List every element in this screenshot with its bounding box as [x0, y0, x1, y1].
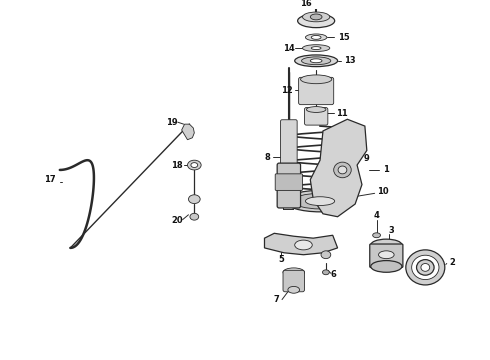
Text: 6: 6 [331, 270, 337, 279]
Ellipse shape [305, 197, 335, 206]
Ellipse shape [310, 59, 322, 63]
FancyBboxPatch shape [304, 108, 328, 125]
Ellipse shape [338, 166, 347, 174]
Text: 2: 2 [450, 258, 456, 267]
Text: 9: 9 [364, 154, 370, 163]
Ellipse shape [416, 260, 434, 275]
FancyBboxPatch shape [298, 77, 334, 105]
Text: 14: 14 [283, 44, 294, 53]
Ellipse shape [285, 190, 355, 212]
Text: 13: 13 [344, 56, 356, 65]
Text: 8: 8 [265, 153, 270, 162]
Ellipse shape [294, 55, 338, 67]
Ellipse shape [334, 162, 351, 178]
Polygon shape [265, 233, 338, 255]
Ellipse shape [305, 34, 327, 41]
FancyBboxPatch shape [281, 120, 297, 171]
Text: 11: 11 [336, 109, 347, 118]
Ellipse shape [379, 251, 394, 258]
Text: 10: 10 [377, 187, 388, 196]
Ellipse shape [371, 261, 402, 272]
Text: 12: 12 [281, 86, 293, 95]
Ellipse shape [421, 264, 430, 271]
FancyBboxPatch shape [277, 163, 300, 208]
Text: 5: 5 [278, 255, 284, 264]
Ellipse shape [310, 14, 322, 20]
Ellipse shape [371, 239, 402, 251]
Text: 4: 4 [374, 211, 380, 220]
Ellipse shape [373, 233, 380, 238]
FancyBboxPatch shape [275, 174, 302, 190]
FancyBboxPatch shape [370, 244, 403, 267]
Ellipse shape [301, 57, 331, 65]
Text: 15: 15 [338, 33, 349, 42]
Ellipse shape [283, 268, 304, 277]
Ellipse shape [302, 12, 330, 22]
Ellipse shape [306, 107, 326, 112]
Polygon shape [182, 124, 195, 140]
Ellipse shape [300, 75, 332, 84]
Ellipse shape [189, 195, 200, 203]
Text: 7: 7 [273, 295, 279, 304]
Ellipse shape [321, 251, 331, 258]
Text: 20: 20 [171, 216, 183, 225]
Ellipse shape [297, 14, 335, 28]
Text: 16: 16 [300, 0, 312, 8]
FancyBboxPatch shape [283, 270, 304, 292]
Ellipse shape [188, 160, 201, 170]
Ellipse shape [322, 270, 329, 275]
Ellipse shape [288, 287, 299, 293]
Text: 1: 1 [383, 166, 389, 175]
Ellipse shape [293, 193, 347, 209]
Text: 17: 17 [44, 175, 56, 184]
Ellipse shape [412, 255, 439, 280]
Ellipse shape [190, 213, 199, 220]
Ellipse shape [302, 45, 330, 51]
Ellipse shape [311, 47, 321, 50]
Polygon shape [310, 119, 367, 217]
Text: 18: 18 [171, 161, 183, 170]
Text: 19: 19 [166, 118, 178, 127]
Text: 3: 3 [388, 226, 394, 235]
Ellipse shape [311, 35, 321, 39]
Ellipse shape [294, 240, 312, 250]
Ellipse shape [406, 250, 445, 285]
Ellipse shape [191, 163, 198, 167]
